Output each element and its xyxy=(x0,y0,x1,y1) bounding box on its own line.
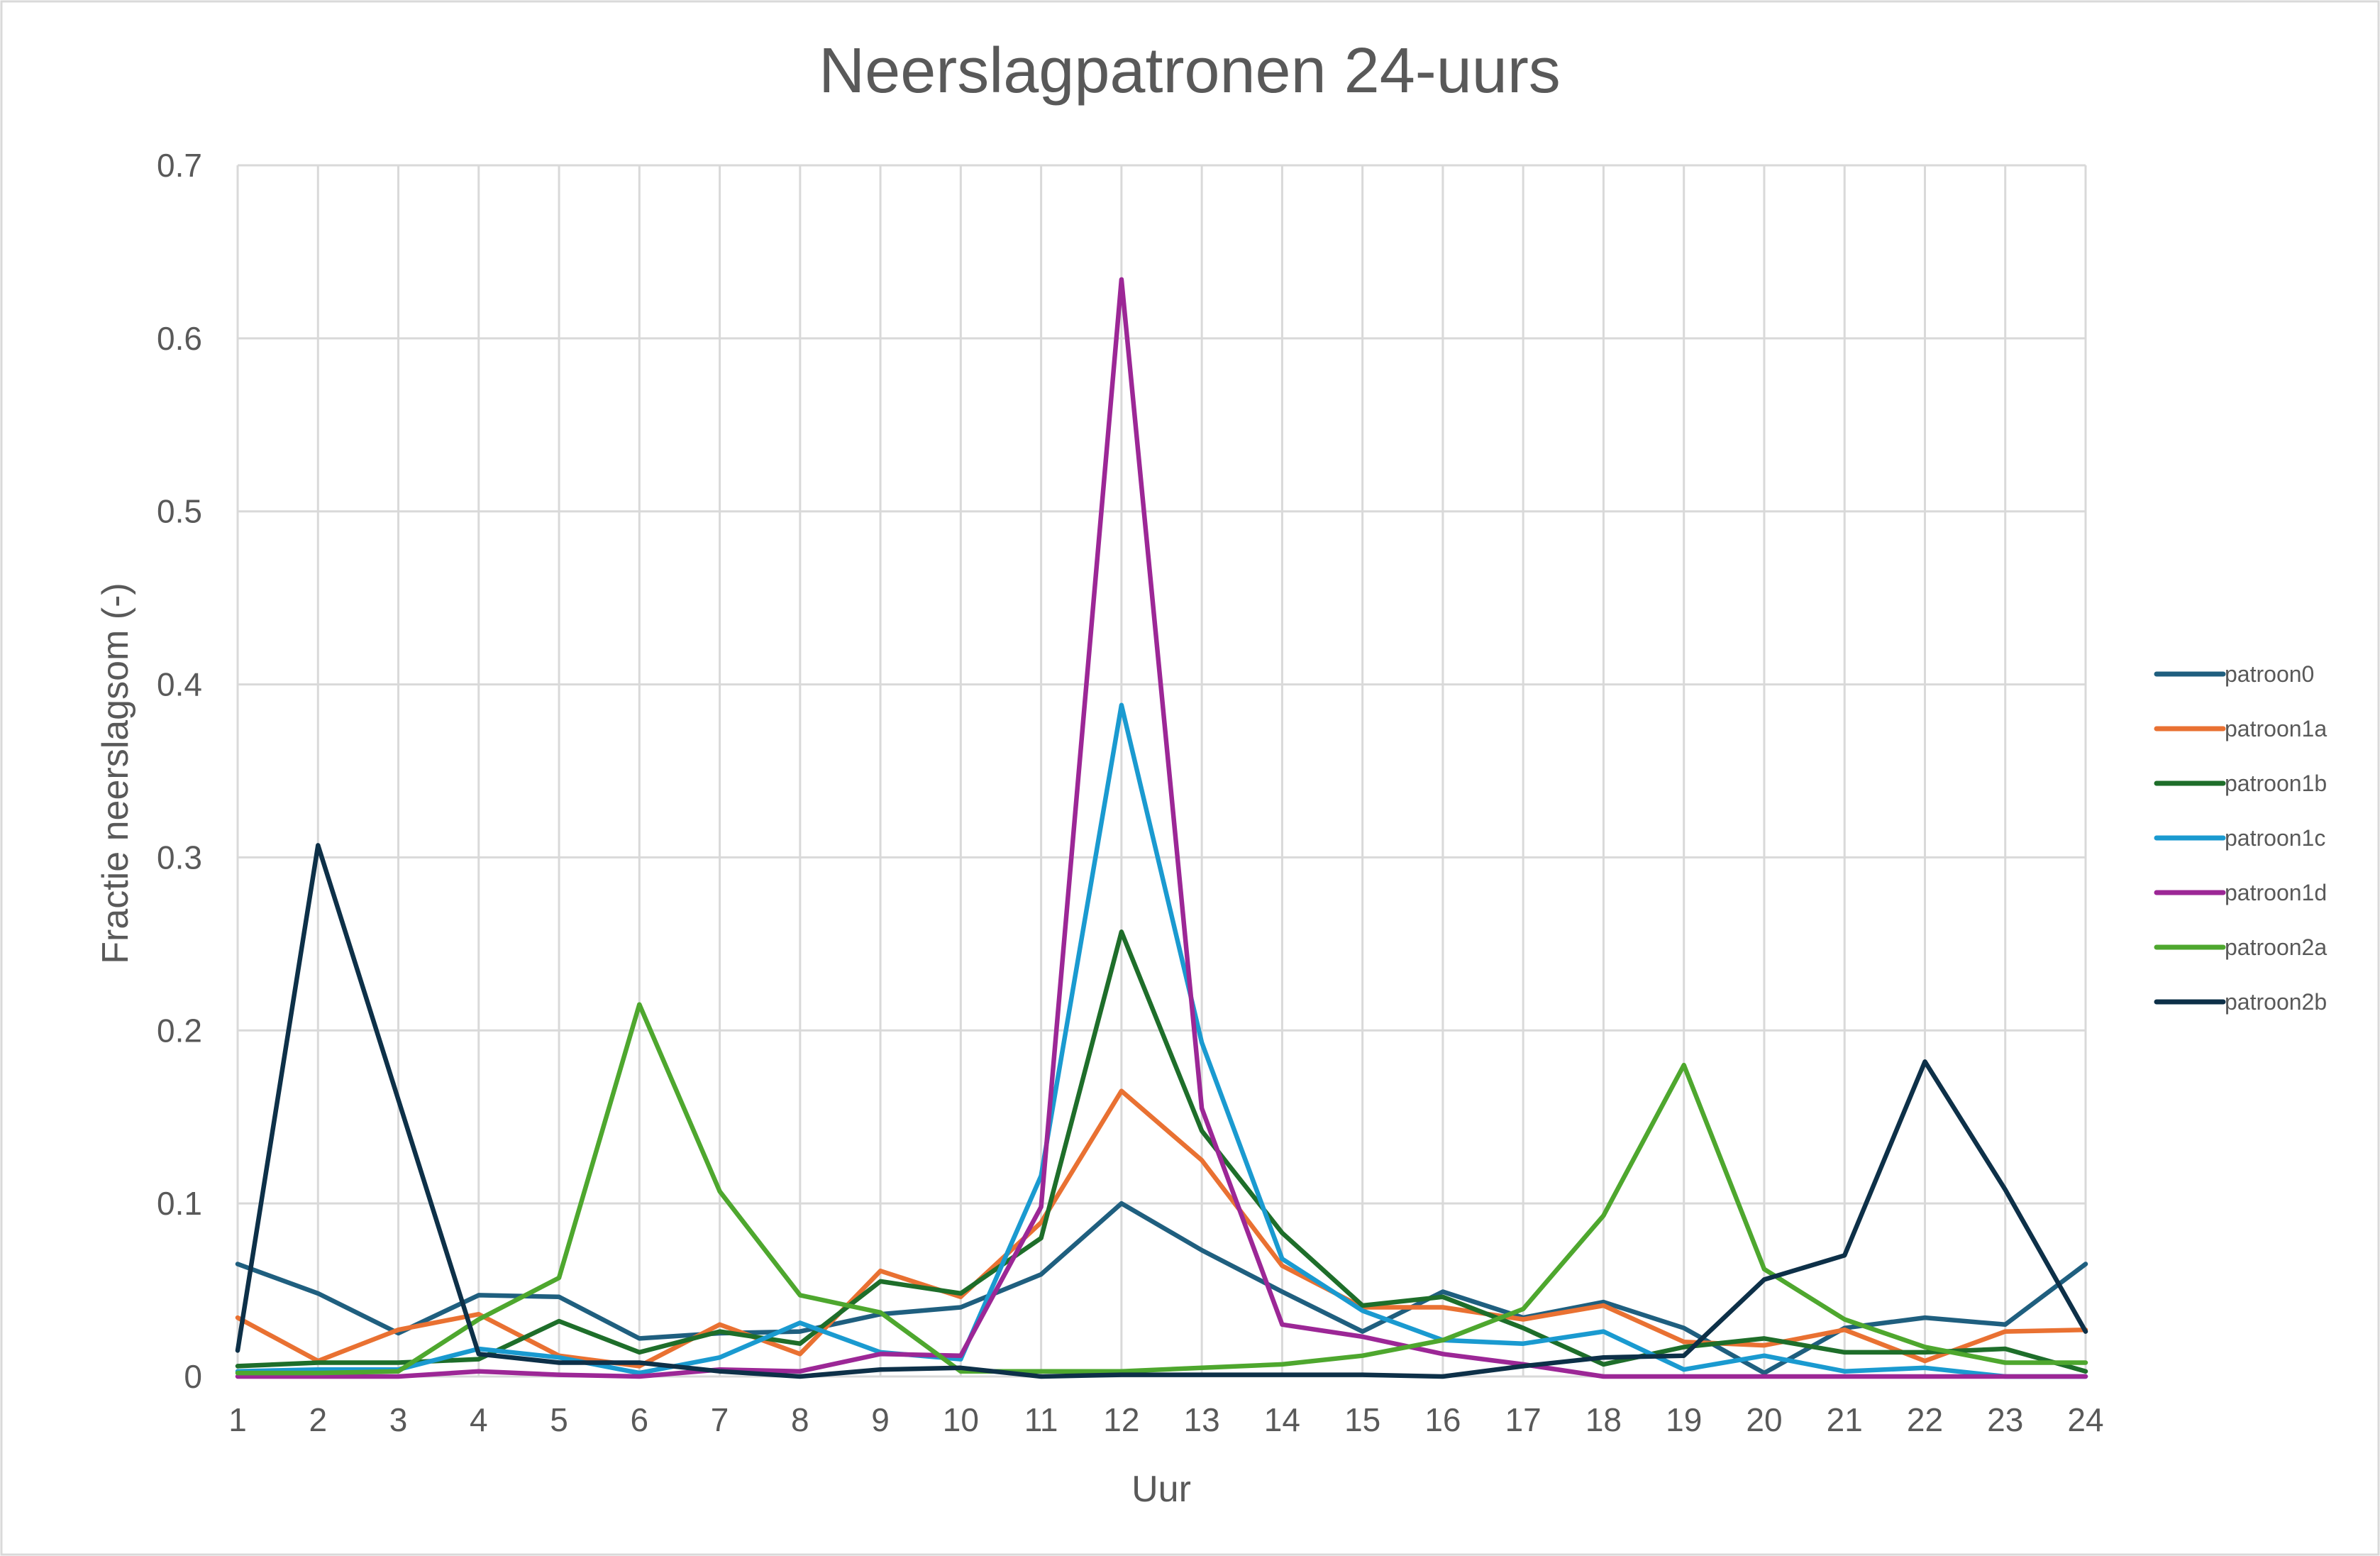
x-tick-label: 18 xyxy=(1585,1401,1622,1438)
series-line-patroon1d xyxy=(235,277,2088,1379)
legend-label-patroon1d: patroon1d xyxy=(2225,880,2327,905)
x-tick-label: 13 xyxy=(1184,1401,1220,1438)
x-tick-label: 9 xyxy=(871,1401,890,1438)
x-tick-label: 11 xyxy=(1024,1401,1058,1438)
y-tick-label: 0.3 xyxy=(157,839,202,876)
x-tick-label: 17 xyxy=(1505,1401,1542,1438)
series-group xyxy=(235,277,2088,1379)
x-tick-label: 14 xyxy=(1264,1401,1300,1438)
x-tick-label: 3 xyxy=(389,1401,408,1438)
x-tick-label: 8 xyxy=(791,1401,809,1438)
legend: patroon0 patroon1a patroon1b patroon1c patro… xyxy=(2154,661,2327,1015)
x-tick-label: 24 xyxy=(2067,1401,2103,1438)
legend-label-patroon2b: patroon2b xyxy=(2225,989,2327,1015)
x-tick-label: 22 xyxy=(1907,1401,1943,1438)
chart-title: Neerslagpatronen 24-uurs xyxy=(819,35,1561,106)
y-tick-label: 0.5 xyxy=(157,493,202,530)
y-tick-label: 0.6 xyxy=(157,320,202,357)
x-tick-label: 23 xyxy=(1987,1401,2023,1438)
series-line-patroon1b xyxy=(235,929,2088,1374)
legend-label-patroon1a: patroon1a xyxy=(2225,716,2327,741)
x-tick-label: 19 xyxy=(1666,1401,1702,1438)
legend-label-patroon1b: patroon1b xyxy=(2225,771,2327,796)
legend-label-patroon0: patroon0 xyxy=(2225,661,2314,687)
x-tick-label: 2 xyxy=(309,1401,327,1438)
series-line-patroon2b xyxy=(235,843,2088,1379)
x-tick-label: 15 xyxy=(1344,1401,1380,1438)
x-tick-label: 21 xyxy=(1827,1401,1863,1438)
x-tick-label: 4 xyxy=(470,1401,488,1438)
y-tick-label: 0 xyxy=(184,1358,202,1395)
series-line-patroon0 xyxy=(235,1201,2088,1376)
y-axis-ticks: 0 0.1 0.2 0.3 0.4 0.5 0.6 0.7 xyxy=(157,147,202,1395)
x-tick-label: 10 xyxy=(943,1401,979,1438)
legend-label-patroon1c: patroon1c xyxy=(2225,825,2325,851)
x-tick-label: 5 xyxy=(550,1401,568,1438)
x-axis-title: Uur xyxy=(1131,1469,1191,1510)
y-tick-label: 0.1 xyxy=(157,1185,202,1222)
gridlines xyxy=(236,164,2087,1378)
x-tick-label: 7 xyxy=(711,1401,729,1438)
x-tick-label: 1 xyxy=(228,1401,247,1438)
x-tick-label: 20 xyxy=(1746,1401,1782,1438)
series-line-patroon1c xyxy=(235,702,2088,1379)
x-tick-label: 12 xyxy=(1103,1401,1139,1438)
y-axis-title: Fractie neerslagsom (-) xyxy=(95,583,136,964)
x-tick-label: 6 xyxy=(631,1401,649,1438)
y-tick-label: 0.7 xyxy=(157,147,202,184)
legend-label-patroon2a: patroon2a xyxy=(2225,934,2327,960)
y-tick-label: 0.2 xyxy=(157,1012,202,1049)
x-axis-ticks: 1 2 3 4 5 6 7 8 9 10 11 12 13 14 15 16 17 18 19 20 21 22 23 24 xyxy=(228,1401,2103,1438)
x-tick-label: 16 xyxy=(1424,1401,1461,1438)
y-tick-label: 0.4 xyxy=(157,666,202,703)
